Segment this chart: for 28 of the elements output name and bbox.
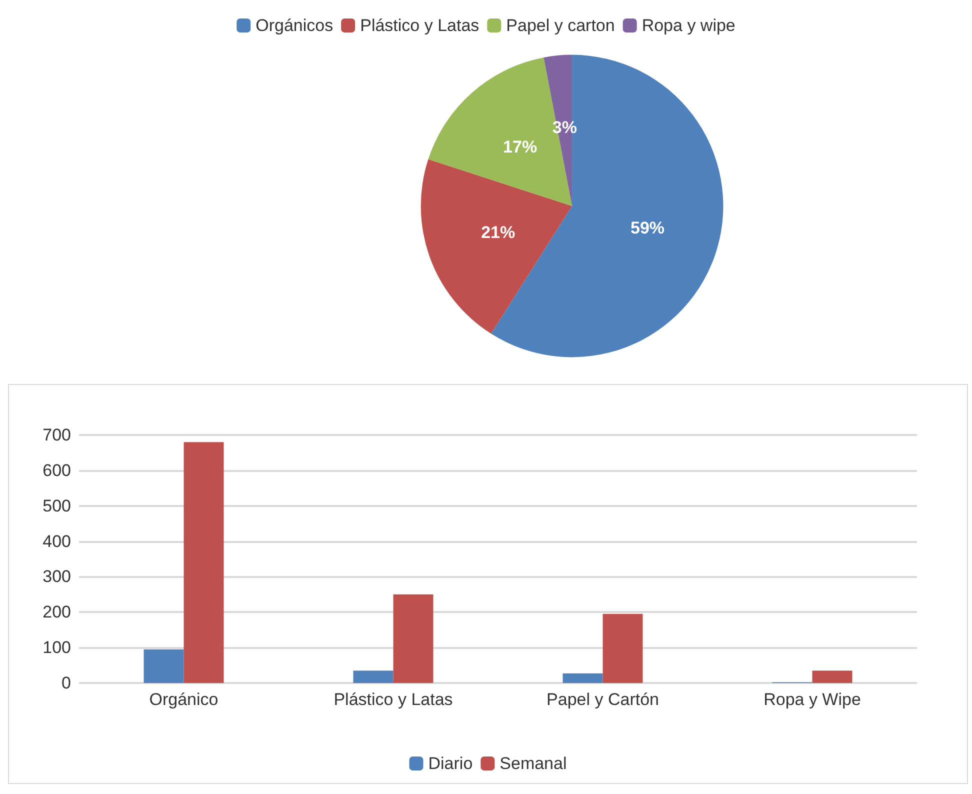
data-label: 17% (503, 138, 538, 157)
bar (144, 649, 184, 683)
x-tick-label: Ropa y Wipe (764, 690, 861, 709)
y-tick-label: 600 (42, 460, 71, 480)
y-tick-label: 400 (42, 532, 71, 551)
bar (353, 670, 394, 683)
legend-label: Semanal (500, 754, 567, 773)
data-label: 59% (630, 218, 665, 238)
y-tick-label: 300 (42, 567, 71, 586)
x-tick-label: Orgánico (149, 690, 218, 709)
legend-label: Plástico y Latas (360, 16, 480, 35)
bar (602, 614, 643, 683)
y-tick-label: 0 (62, 674, 71, 692)
bar (812, 670, 852, 683)
data-label: 21% (481, 223, 516, 242)
legend-label: Diario (428, 754, 473, 773)
y-tick-label: 700 (42, 426, 71, 444)
bar (184, 442, 224, 683)
bar (393, 594, 434, 683)
y-tick-label: 100 (42, 638, 71, 658)
y-tick-label: 200 (42, 602, 71, 622)
bar (562, 673, 603, 683)
x-tick-label: Papel y Cartón (546, 690, 659, 709)
legend-label: Orgánicos (256, 16, 334, 35)
legend-label: Ropa y wipe (642, 16, 736, 35)
legend-label: Papel y carton (506, 16, 615, 35)
x-tick-label: Plástico y Latas (334, 690, 453, 709)
y-tick-label: 500 (42, 496, 71, 516)
